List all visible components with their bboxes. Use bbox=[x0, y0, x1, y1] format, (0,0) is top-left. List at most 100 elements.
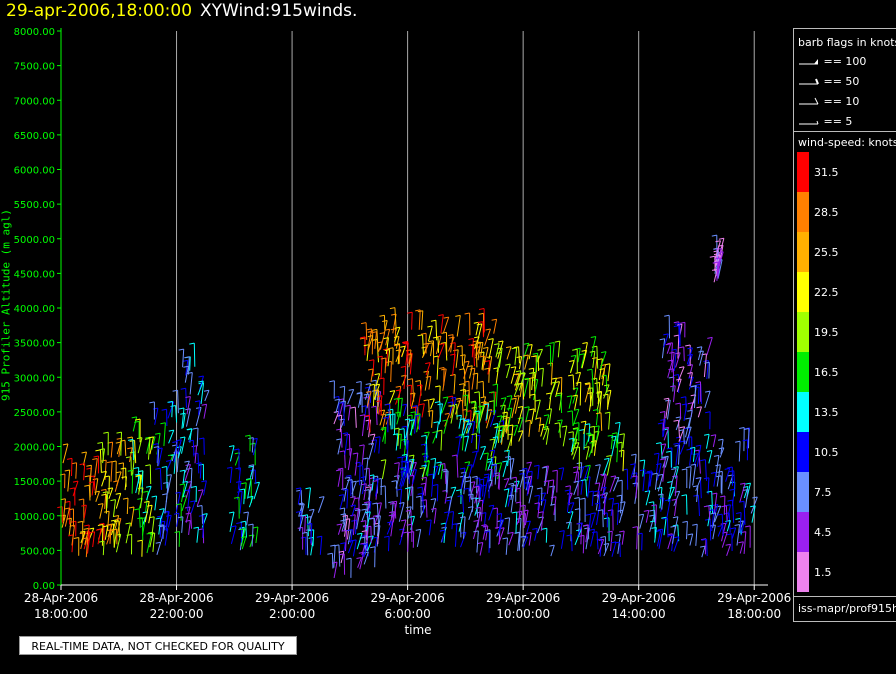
wind-barb-flag bbox=[383, 348, 389, 351]
wind-barb-flag bbox=[336, 469, 342, 472]
wind-barb bbox=[704, 390, 711, 409]
wind-barb bbox=[526, 482, 530, 496]
wind-barb-flag bbox=[643, 509, 649, 512]
wind-barb-flag bbox=[184, 460, 190, 463]
wind-barb bbox=[157, 446, 160, 467]
wind-barb-flag bbox=[489, 438, 495, 441]
wind-barb-flag bbox=[377, 341, 383, 344]
wind-barb bbox=[550, 377, 558, 393]
wind-barb-flag bbox=[248, 437, 254, 440]
wind-barb bbox=[62, 498, 66, 521]
wind-barb bbox=[475, 344, 478, 368]
wind-barb bbox=[158, 447, 163, 466]
wind-barb bbox=[108, 487, 114, 499]
wind-barb-flag bbox=[394, 475, 400, 477]
wind-barb-flag bbox=[728, 470, 734, 473]
wind-barb bbox=[181, 407, 185, 429]
wind-barb bbox=[525, 406, 530, 423]
wind-barb-flag bbox=[610, 435, 616, 438]
wind-barb bbox=[498, 519, 505, 532]
wind-barb-flag bbox=[194, 400, 201, 403]
wind-barb bbox=[677, 436, 682, 450]
wind-barb bbox=[545, 528, 548, 543]
wind-barb-flag bbox=[97, 441, 103, 444]
wind-barb-flag bbox=[667, 481, 673, 483]
wind-barb bbox=[354, 452, 359, 476]
wind-barb bbox=[463, 472, 467, 495]
wind-barb-flag bbox=[478, 380, 484, 383]
wind-barb bbox=[400, 471, 406, 489]
wind-barb bbox=[468, 506, 474, 521]
wind-barb-flag bbox=[187, 428, 193, 431]
wind-barb bbox=[343, 386, 346, 404]
wind-barb bbox=[572, 374, 575, 391]
wind-barb-flag bbox=[363, 551, 369, 554]
wind-barb bbox=[739, 483, 746, 503]
wind-barb-flag bbox=[610, 475, 616, 478]
wind-barb bbox=[252, 438, 258, 456]
wind-barb-flag bbox=[134, 508, 140, 511]
wind-barb bbox=[671, 352, 675, 373]
wind-barb-flag bbox=[379, 409, 385, 412]
y-tick-label: 5500.00 bbox=[14, 200, 55, 211]
wind-barb-flag bbox=[104, 475, 110, 478]
wind-barb-flag bbox=[568, 437, 574, 440]
barb-legend-label: == 10 bbox=[823, 95, 860, 108]
wind-barb-flag bbox=[673, 321, 679, 324]
wind-barb-flag bbox=[508, 458, 514, 460]
wind-barb bbox=[109, 524, 112, 544]
wind-barb-flag bbox=[366, 328, 372, 331]
wind-barb-flag bbox=[745, 525, 751, 528]
wind-barb-flag bbox=[401, 403, 407, 406]
wind-barb-flag bbox=[595, 464, 601, 467]
wind-barb bbox=[585, 446, 590, 460]
wind-barb-flag bbox=[455, 314, 461, 317]
wind-barb bbox=[693, 453, 699, 466]
wind-barb bbox=[198, 400, 201, 416]
wind-barb bbox=[401, 456, 403, 477]
wind-barb-flag bbox=[710, 434, 716, 437]
wind-barb bbox=[608, 412, 611, 430]
wind-barb-flag bbox=[465, 476, 471, 479]
wind-barb-flag bbox=[705, 390, 711, 393]
wind-barb-flag bbox=[357, 532, 363, 535]
wind-barb bbox=[505, 412, 508, 432]
wind-barb bbox=[714, 505, 722, 523]
wind-barb-flag bbox=[594, 502, 600, 505]
wind-barb-flag bbox=[387, 408, 393, 411]
wind-barb-flag bbox=[336, 414, 342, 417]
wind-barb-flag bbox=[439, 343, 445, 345]
wind-barb-flag bbox=[178, 407, 185, 410]
wind-barb bbox=[202, 515, 205, 538]
wind-barb-flag bbox=[155, 432, 161, 435]
wind-barb-flag bbox=[474, 410, 480, 413]
wind-barb-flag bbox=[73, 537, 79, 539]
wind-barb-flag bbox=[692, 523, 698, 526]
wind-barb bbox=[115, 493, 122, 509]
speed-scale-label: 19.5 bbox=[814, 326, 839, 339]
wind-barb-flag bbox=[351, 519, 357, 522]
wind-barb bbox=[375, 373, 381, 386]
wind-barb-flag bbox=[410, 418, 416, 421]
wind-barb-flag bbox=[372, 514, 378, 517]
wind-barb bbox=[715, 255, 721, 266]
wind-barb bbox=[511, 398, 517, 419]
wind-barb bbox=[601, 486, 607, 499]
wind-barb-flag bbox=[649, 514, 655, 517]
wind-barb bbox=[600, 412, 603, 431]
wind-barb-flag bbox=[127, 436, 133, 439]
wind-barb-flag bbox=[575, 371, 581, 374]
wind-barb bbox=[343, 488, 347, 502]
wind-barb-flag bbox=[508, 482, 514, 485]
wind-barb-flag bbox=[449, 404, 455, 407]
wind-barb bbox=[527, 476, 533, 495]
wind-barb-flag bbox=[735, 517, 741, 520]
wind-barb bbox=[576, 372, 581, 387]
wind-barb-flag bbox=[355, 509, 361, 511]
wind-barb bbox=[491, 449, 496, 463]
wind-barb-flag bbox=[432, 484, 438, 486]
wind-barb-flag bbox=[155, 541, 161, 544]
wind-barb-flag bbox=[601, 474, 607, 477]
wind-barb-flag bbox=[742, 439, 748, 442]
wind-barb bbox=[744, 489, 749, 508]
